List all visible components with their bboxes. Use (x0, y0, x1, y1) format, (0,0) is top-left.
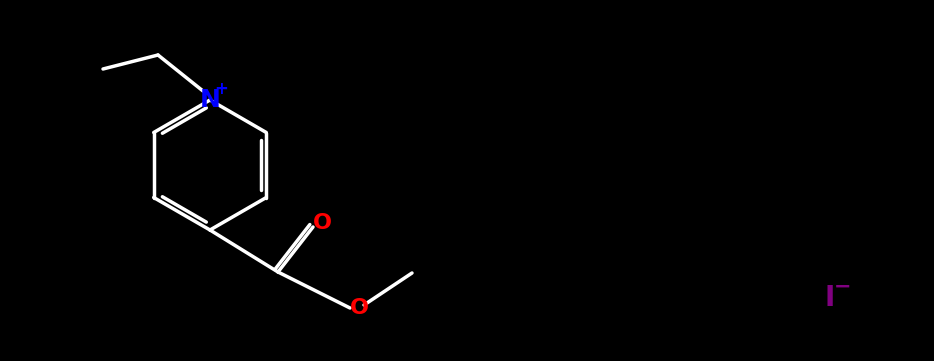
Text: +: + (214, 80, 228, 98)
Text: O: O (349, 298, 369, 318)
Text: −: − (834, 277, 852, 297)
Text: N: N (200, 88, 220, 112)
Text: I: I (825, 284, 835, 312)
Text: O: O (313, 213, 332, 233)
